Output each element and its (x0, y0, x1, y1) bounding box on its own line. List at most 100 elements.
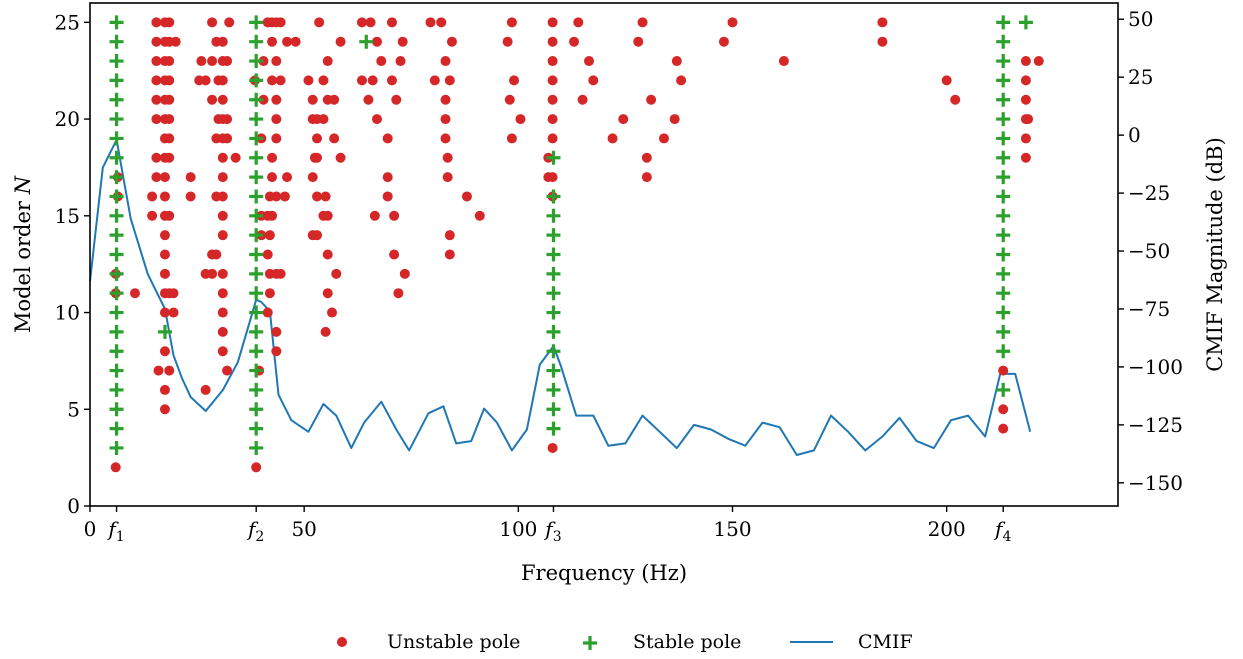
unstable-pole-marker (1020, 133, 1031, 144)
stable-pole-marker (546, 247, 561, 262)
unstable-pole-marker (314, 17, 325, 28)
unstable-pole-marker (217, 152, 228, 163)
unstable-pole-marker (185, 191, 196, 202)
unstable-pole-marker (356, 17, 367, 28)
unstable-pole-marker (230, 152, 241, 163)
unstable-pole-marker (271, 326, 282, 337)
unstable-pole-marker (318, 75, 329, 86)
unstable-pole-marker (425, 17, 436, 28)
unstable-pole-marker (159, 384, 170, 395)
unstable-pole-marker (1020, 56, 1031, 67)
y-right-tick-label: −50 (1128, 239, 1170, 263)
unstable-pole-marker (267, 36, 278, 47)
unstable-pole-marker (371, 36, 382, 47)
stable-pole-marker (996, 92, 1011, 107)
unstable-pole-marker (577, 94, 588, 105)
unstable-pole-marker (267, 75, 278, 86)
unstable-pole-marker (633, 36, 644, 47)
unstable-pole-marker (618, 114, 629, 125)
plot-frame (89, 2, 1119, 507)
x-tick-label: f4 (993, 517, 1011, 545)
stable-pole-marker (109, 150, 124, 165)
y-left-tick-label: 20 (55, 107, 80, 131)
unstable-pole-marker (207, 268, 218, 279)
unstable-pole-marker (367, 75, 378, 86)
unstable-pole-marker (444, 75, 455, 86)
x-tick-label: 50 (291, 517, 316, 541)
unstable-pole-marker (275, 75, 286, 86)
unstable-pole-marker (327, 307, 338, 318)
unstable-pole-marker (320, 326, 331, 337)
unstable-pole-marker (391, 94, 402, 105)
unstable-pole-marker (264, 230, 275, 241)
y-left-tick-label: 5 (67, 397, 80, 421)
unstable-pole-marker (669, 114, 680, 125)
x-tick-label: 150 (713, 517, 751, 541)
unstable-pole-marker (151, 17, 162, 28)
stable-pole-marker (109, 266, 124, 281)
unstable-pole-marker (222, 56, 233, 67)
unstable-pole-marker (671, 56, 682, 67)
unstable-pole-marker (320, 191, 331, 202)
y-left-tick-label: 25 (55, 10, 80, 34)
legend-unstable-label: Unstable pole (387, 631, 520, 653)
unstable-pole-marker (151, 152, 162, 163)
unstable-pole-marker (877, 36, 888, 47)
stable-pole-marker (109, 344, 124, 359)
x-tick-label: 200 (928, 517, 966, 541)
unstable-pole-marker (376, 56, 387, 67)
unstable-pole-marker (110, 462, 121, 473)
unstable-pole-marker (147, 210, 158, 221)
y-right-tick-label: −75 (1128, 297, 1170, 321)
stable-pole-marker (546, 421, 561, 436)
y-right-tick-label: −150 (1128, 471, 1183, 495)
unstable-pole-marker (444, 230, 455, 241)
unstable-pole-marker (217, 172, 228, 183)
x-tick-label: f1 (106, 517, 124, 545)
unstable-pole-marker (271, 94, 282, 105)
unstable-pole-marker (322, 288, 333, 299)
unstable-pole-marker (547, 172, 558, 183)
unstable-pole-marker (303, 75, 314, 86)
y-right-tick-label: 0 (1128, 123, 1141, 147)
unstable-pole-marker (386, 17, 397, 28)
cmif-series (89, 138, 1032, 456)
unstable-pole-marker (331, 268, 342, 279)
unstable-pole-marker (222, 365, 233, 376)
unstable-pole-marker (282, 172, 293, 183)
unstable-pole-marker (329, 133, 340, 144)
unstable-pole-marker (275, 268, 286, 279)
unstable-pole-marker (271, 133, 282, 144)
x-tick-label: 0 (84, 517, 97, 541)
unstable-pole-marker (217, 268, 228, 279)
unstable-pole-marker (159, 268, 170, 279)
y-right-tick-label: −100 (1128, 355, 1183, 379)
unstable-pole-marker (282, 36, 293, 47)
stable-pole-marker (109, 305, 124, 320)
y-axis-left-label: Model order N (11, 175, 35, 333)
y-left-tick-label: 10 (55, 301, 80, 325)
unstable-pole-marker (168, 288, 179, 299)
unstable-pole-marker (217, 230, 228, 241)
unstable-pole-marker (262, 249, 273, 260)
stable-pole-marker (109, 363, 124, 378)
unstable-pole-marker (547, 17, 558, 28)
stable-pole-marker (546, 344, 561, 359)
unstable-pole-marker (371, 114, 382, 125)
stable-pole-marker (359, 34, 374, 49)
stable-pole-marker (546, 363, 561, 378)
x-axis-label: Frequency (Hz) (521, 561, 687, 585)
unstable-pole-marker (147, 191, 158, 202)
stable-pole-marker (109, 170, 124, 185)
unstable-pole-marker (217, 75, 228, 86)
stable-pole-marker (996, 54, 1011, 69)
unstable-pole-marker (356, 75, 367, 86)
stable-pole-marker (996, 34, 1011, 49)
unstable-pole-marker (200, 384, 211, 395)
unstable-pole-marker (164, 17, 175, 28)
unstable-pole-marker (217, 191, 228, 202)
unstable-pole-marker (950, 94, 961, 105)
unstable-pole-marker (658, 133, 669, 144)
legend-stable-label: Stable pole (633, 631, 741, 653)
unstable-pole-marker (998, 423, 1009, 434)
